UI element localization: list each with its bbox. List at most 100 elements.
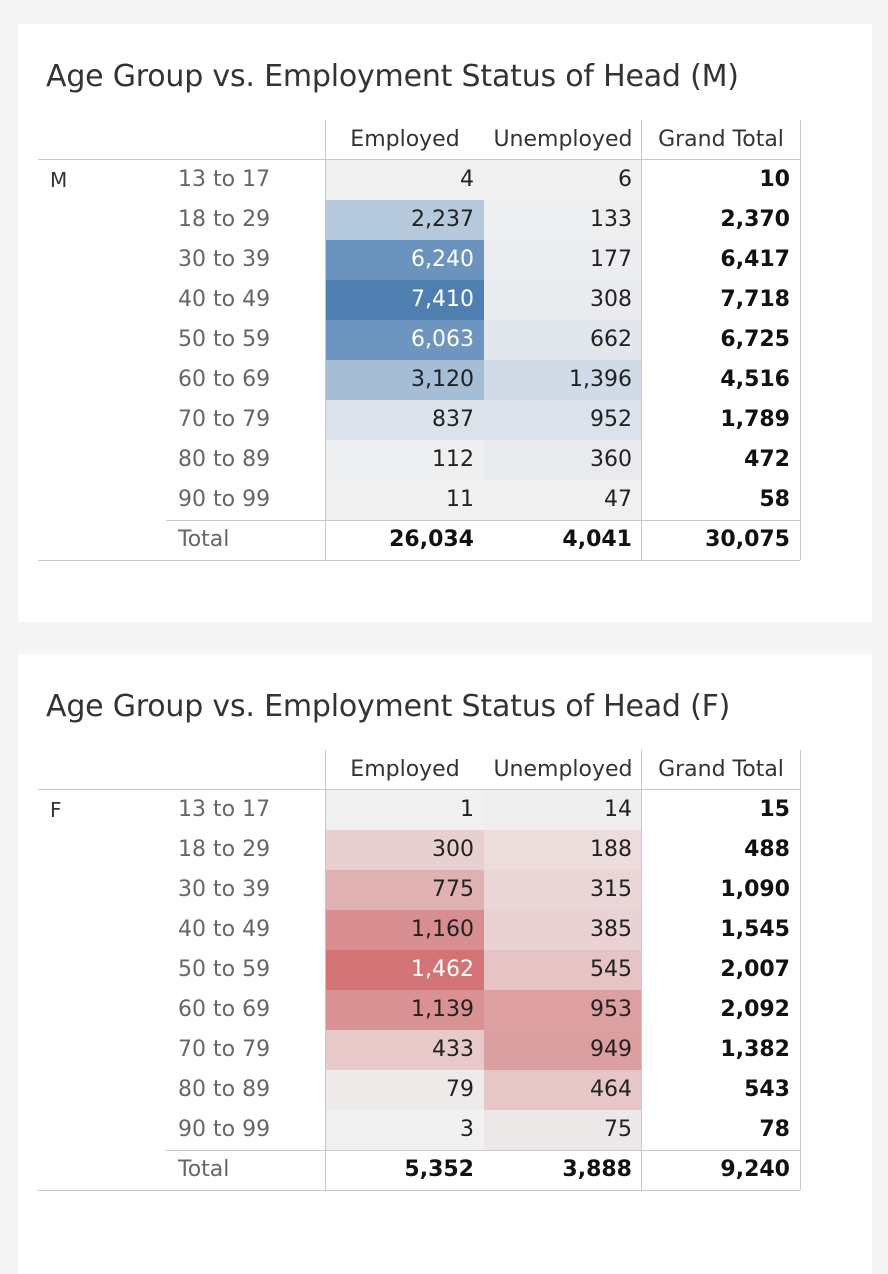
grand-total-cell: 472 <box>744 447 790 472</box>
heatmap-cell-unemployed: 308 <box>484 280 642 320</box>
row-header-age-group: 70 to 79 <box>178 407 271 432</box>
column-header-employed: Employed <box>350 757 460 782</box>
grand-total-cell: 1,545 <box>720 917 790 942</box>
grid-line <box>38 789 326 790</box>
total-grand-total: 9,240 <box>720 1157 790 1182</box>
heatmap-cell-unemployed: 14 <box>484 790 642 830</box>
row-header-age-group: 40 to 49 <box>178 287 271 312</box>
heatmap-cell-employed: 11 <box>326 480 484 520</box>
column-header-unemployed: Unemployed <box>493 757 633 782</box>
total-row-label: Total <box>178 1157 230 1182</box>
grand-total-cell: 543 <box>744 1077 790 1102</box>
heatmap-cell-unemployed: 315 <box>484 870 642 910</box>
grid-line <box>326 789 800 790</box>
grand-total-cell: 58 <box>759 487 790 512</box>
grand-total-cell: 7,718 <box>720 287 790 312</box>
heatmap-cell-employed: 837 <box>326 400 484 440</box>
heatmap-cell-unemployed: 662 <box>484 320 642 360</box>
segment-label: M <box>50 168 68 192</box>
grand-total-cell: 6,725 <box>720 327 790 352</box>
row-header-age-group: 70 to 79 <box>178 1037 271 1062</box>
row-header-age-group: 18 to 29 <box>178 207 271 232</box>
heatmap-cell-unemployed: 360 <box>484 440 642 480</box>
column-header-grand-total: Grand Total <box>658 757 784 782</box>
table-card-female: Age Group vs. Employment Status of Head … <box>18 654 872 1274</box>
grid-line <box>325 750 326 1190</box>
heatmap-cell-employed: 4 <box>326 160 484 200</box>
row-header-age-group: 80 to 89 <box>178 1077 271 1102</box>
grand-total-cell: 10 <box>759 167 790 192</box>
row-header-age-group: 13 to 17 <box>178 797 271 822</box>
heatmap-cell-employed: 300 <box>326 830 484 870</box>
segment-label: F <box>50 798 62 822</box>
heatmap-cell-employed: 1,139 <box>326 990 484 1030</box>
total-employed: 26,034 <box>389 527 474 552</box>
total-grand-total: 30,075 <box>705 527 790 552</box>
heatmap-cell-employed: 6,063 <box>326 320 484 360</box>
heatmap-cell-unemployed: 545 <box>484 950 642 990</box>
heatmap-cell-unemployed: 6 <box>484 160 642 200</box>
grid-line <box>166 520 800 521</box>
heatmap-cell-employed: 2,237 <box>326 200 484 240</box>
heatmap-cell-employed: 1,462 <box>326 950 484 990</box>
row-header-age-group: 13 to 17 <box>178 167 271 192</box>
crosstab-male: Employed Unemployed Grand Total M 13 to 17 4 6… <box>18 24 872 622</box>
grid-line <box>800 750 801 1190</box>
grid-line <box>326 159 800 160</box>
column-header-employed: Employed <box>350 127 460 152</box>
row-header-age-group: 60 to 69 <box>178 367 271 392</box>
row-header-age-group: 30 to 39 <box>178 247 271 272</box>
grid-line <box>800 120 801 560</box>
heatmap-cell-employed: 433 <box>326 1030 484 1070</box>
table-card-male: Age Group vs. Employment Status of Head … <box>18 24 872 622</box>
grid-line <box>641 750 642 1190</box>
row-header-age-group: 90 to 99 <box>178 1117 271 1142</box>
grid-line <box>38 1190 800 1191</box>
heatmap-cell-unemployed: 1,396 <box>484 360 642 400</box>
heatmap-cell-unemployed: 953 <box>484 990 642 1030</box>
heatmap-cell-unemployed: 188 <box>484 830 642 870</box>
heatmap-cell-unemployed: 385 <box>484 910 642 950</box>
total-row-label: Total <box>178 527 230 552</box>
grid-line <box>166 1150 800 1151</box>
row-header-age-group: 50 to 59 <box>178 957 271 982</box>
total-employed: 5,352 <box>404 1157 474 1182</box>
grand-total-cell: 2,092 <box>720 997 790 1022</box>
column-header-unemployed: Unemployed <box>493 127 633 152</box>
grand-total-cell: 1,789 <box>720 407 790 432</box>
heatmap-cell-employed: 775 <box>326 870 484 910</box>
heatmap-cell-unemployed: 464 <box>484 1070 642 1110</box>
grand-total-cell: 1,090 <box>720 877 790 902</box>
heatmap-cell-employed: 1,160 <box>326 910 484 950</box>
grid-line <box>641 120 642 560</box>
total-unemployed: 3,888 <box>562 1157 632 1182</box>
grid-line <box>38 159 326 160</box>
grand-total-cell: 4,516 <box>720 367 790 392</box>
grand-total-cell: 78 <box>759 1117 790 1142</box>
grand-total-cell: 2,370 <box>720 207 790 232</box>
heatmap-cell-employed: 3 <box>326 1110 484 1150</box>
row-header-age-group: 80 to 89 <box>178 447 271 472</box>
total-unemployed: 4,041 <box>562 527 632 552</box>
heatmap-cell-employed: 7,410 <box>326 280 484 320</box>
heatmap-cell-employed: 3,120 <box>326 360 484 400</box>
heatmap-cell-unemployed: 952 <box>484 400 642 440</box>
chart-title: Age Group vs. Employment Status of Head … <box>46 59 739 94</box>
grand-total-cell: 15 <box>759 797 790 822</box>
row-header-age-group: 30 to 39 <box>178 877 271 902</box>
heatmap-cell-unemployed: 75 <box>484 1110 642 1150</box>
heatmap-cell-unemployed: 47 <box>484 480 642 520</box>
row-header-age-group: 40 to 49 <box>178 917 271 942</box>
crosstab-female: Employed Unemployed Grand Total F 13 to 17 1 1… <box>18 654 872 1252</box>
row-header-age-group: 90 to 99 <box>178 487 271 512</box>
heatmap-cell-employed: 79 <box>326 1070 484 1110</box>
heatmap-cell-employed: 112 <box>326 440 484 480</box>
row-header-age-group: 18 to 29 <box>178 837 271 862</box>
chart-title: Age Group vs. Employment Status of Head … <box>46 689 731 724</box>
heatmap-cell-unemployed: 949 <box>484 1030 642 1070</box>
row-header-age-group: 50 to 59 <box>178 327 271 352</box>
grand-total-cell: 6,417 <box>720 247 790 272</box>
grand-total-cell: 1,382 <box>720 1037 790 1062</box>
row-header-age-group: 60 to 69 <box>178 997 271 1022</box>
heatmap-cell-unemployed: 133 <box>484 200 642 240</box>
